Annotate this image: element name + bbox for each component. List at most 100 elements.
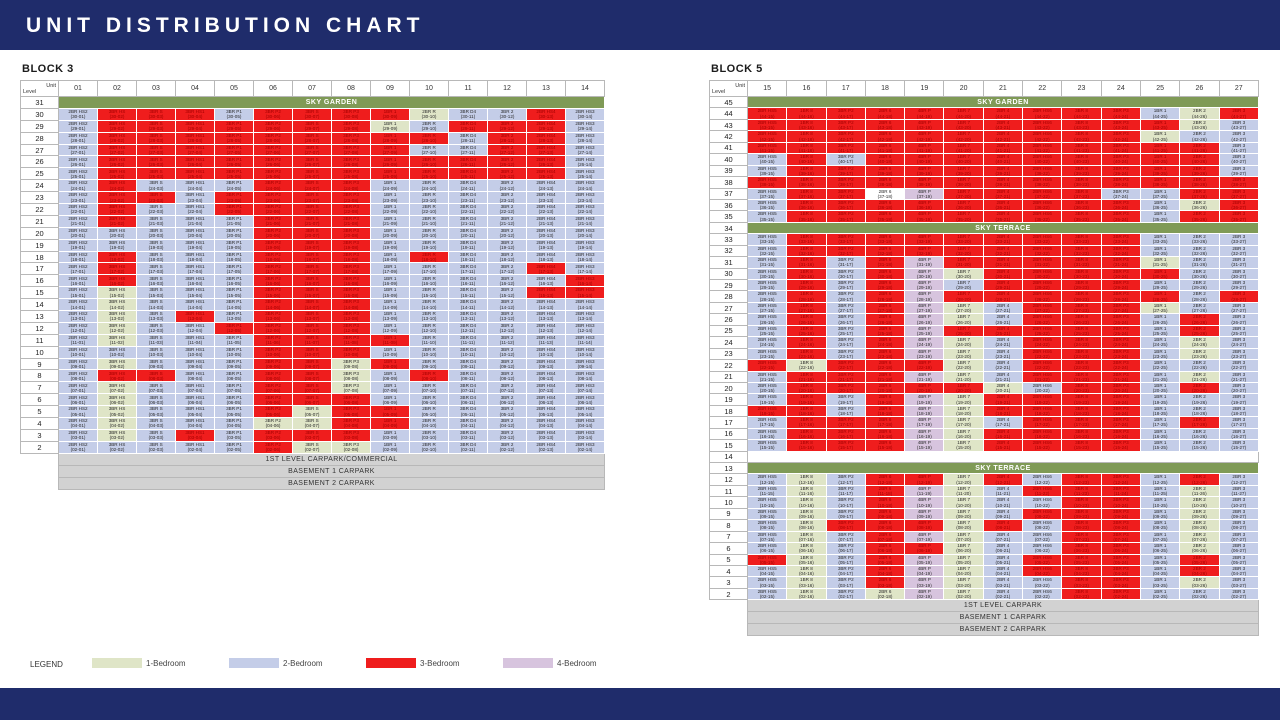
unit-cell: 2BR HS6 (28-22) (1022, 290, 1063, 303)
level-number: 13 (20, 310, 59, 323)
unit-cell: 2BR HS4 (13-13) (526, 310, 566, 323)
unit-cell: 2BR 4 (09-21) (982, 507, 1024, 521)
unit-cell: 3BR P2 (25-06) (253, 167, 293, 181)
unit-cell: 3BR S (23-07) (292, 191, 332, 205)
unit-cell: 4BR P (38-19) (904, 176, 945, 189)
unit-cell: 3BR P3 (09-08) (331, 357, 371, 371)
unit-cell: 3BR 8 (38-23) (1061, 176, 1102, 189)
unit-cell: 3BR HS1 (06-04) (175, 393, 215, 407)
unit-cell: 2BR HS2 (05-01) (58, 405, 98, 419)
unit-cell: 3BR P2 (20-17) (825, 381, 866, 395)
unit-cell: 4BR P (40-19) (904, 153, 945, 166)
unit-cell: 3BR D4 (28-11) (448, 131, 488, 145)
unit-cell: 3BR D4 (14-11) (448, 298, 488, 312)
unit-cell: 2BR HS4 (04-13) (526, 417, 566, 430)
unit-cell: 3BR D4 (22-11) (448, 203, 488, 216)
unit-cell: 4BR P (10-19) (904, 496, 945, 509)
unit-cell: 3BR P2 (31-17) (825, 256, 866, 269)
unit-cell: 2BR HS6 (10-22) (1022, 496, 1063, 509)
unit-cell: 3BR HS1 (08-04) (175, 369, 215, 383)
unit-cell: 3BR 8 (07-23) (1061, 530, 1102, 544)
unit-cell: 1BR 1 (27-09) (370, 143, 410, 157)
unit-cell: 2BR R (30-10) (409, 107, 449, 121)
level-row: 45 SKY GARDEN (709, 95, 1259, 109)
unit-cell: 3BR P1 (07-05) (214, 381, 254, 395)
unit-cell: 3BR HS (16-02) (97, 274, 137, 288)
level-row: 26 2BR HS2 (26-01) 3BR HS (26-02) 3BR S (26-03… (20, 155, 605, 169)
unit-cell: 3BR P3 (30-24) (1100, 267, 1141, 281)
unit-cell: 2BR 2 (24-26) (1179, 336, 1220, 349)
floor-band: SKY GARDEN (747, 95, 1259, 109)
level-row: 5 2BR HS5 (05-15) 1BR 8 (05-16) 3BR P2 (05-17)… (709, 553, 1260, 566)
unit-cell: 3BR 2 (18-12) (487, 250, 527, 264)
unit-cell: 2BR 2 (30-26) (1179, 267, 1220, 281)
unit-cell: 1BR 7 (27-20) (943, 301, 984, 315)
unit-cell: 1BR 8 (18-16) (786, 404, 827, 418)
unit-cell: 4BR P (21-19) (904, 370, 945, 383)
unit-cell: 3BR P2 (07-06) (253, 381, 293, 395)
band-spacer (21, 465, 59, 477)
unit-cell: 4BR P (17-19) (904, 416, 945, 429)
unit-cell: 1BR 8 (29-16) (786, 278, 827, 292)
unit-cell: 3BR HS (03-02) (97, 428, 137, 442)
unit-cell: 4BR P (44-19) (904, 107, 945, 120)
unit-cell: 3BR P3 (19-08) (331, 238, 371, 252)
unit-cell: 3BR 2 (13-12) (487, 310, 527, 323)
unit-cell: 1BR 8 (07-16) (786, 530, 827, 544)
unit-cell: 3BR 2 (23-12) (487, 191, 527, 205)
level-number: 18 (20, 250, 59, 264)
unit-cell: 1BR 7 (06-20) (943, 542, 984, 555)
unit-cell: 3BR P2 (06-17) (825, 542, 866, 555)
unit-cell: 3BR P3 (35-24) (1100, 210, 1141, 223)
unit-cell: 2BR HS5 (07-15) (746, 530, 788, 544)
unit-cell: 2BR 6 (39-18) (864, 164, 906, 178)
unit-cell: 2BR 4 (33-21) (982, 233, 1024, 246)
unit-cell: 3BR 2 (14-12) (487, 298, 527, 312)
unit-cell: 3BR HS1 (13-04) (175, 310, 215, 323)
unit-cell: 2BR 2 (18-26) (1179, 404, 1220, 418)
level-row: 25 2BR HS2 (25-01) 3BR HS (25-02) 3BR S (25-03… (20, 167, 605, 181)
unit-cell: 3BR P3 (44-24) (1100, 107, 1141, 120)
unit-cell: 1BR 1 (19-25) (1139, 393, 1181, 406)
unit-cell: 2BR 2 (23-26) (1179, 347, 1220, 361)
unit-cell: 3BR S (20-07) (292, 226, 332, 240)
unit-cell: 2BR HS2 (25-01) (58, 167, 98, 181)
unit-cell: 4BR P (06-19) (904, 542, 945, 555)
unit-cell: 2BR 3 (05-27) (1218, 553, 1260, 566)
unit-cell: 2BR 6 (02-18) (864, 587, 906, 601)
unit-cell: 2BR HS5 (16-15) (746, 427, 788, 441)
unit-cell: 2BR 3 (36-27) (1218, 198, 1260, 212)
unit-cell: 1BR 1 (10-25) (1139, 496, 1181, 509)
unit-cell: 1BR 7 (08-20) (943, 519, 984, 532)
unit-cell: 2BR HS5 (37-15) (746, 187, 788, 200)
unit-cell: 2BR 3 (30-27) (1218, 267, 1260, 281)
unit-cell: 3BR 2 (25-12) (487, 167, 527, 181)
unit-cell: 4BR P (43-19) (904, 118, 945, 132)
unit-cell: 3BR 2 (30-12) (487, 107, 527, 121)
unit-cell: 2BR 4 (40-21) (982, 153, 1024, 166)
unit-cell: 2BR 4 (26-21) (982, 313, 1024, 326)
unit-cell: 2BR HS6 (17-22) (1022, 416, 1063, 429)
unit-cell: 2BR 3 (24-27) (1218, 336, 1260, 349)
level-number: 38 (709, 176, 748, 189)
unit-cell: 2BR 6 (11-18) (864, 484, 906, 498)
unit-cell: 2BR 6 (31-18) (864, 256, 906, 269)
unit-cell: 1BR 1 (21-25) (1139, 370, 1181, 383)
unit-cell: 3BR P1 (05-05) (214, 405, 254, 419)
unit-cell: 2BR HS5 (30-15) (746, 267, 788, 281)
unit-cell: 3BR P3 (03-08) (331, 428, 371, 442)
unit-cell: 2BR 4 (24-21) (982, 336, 1024, 349)
unit-cell: 3BR P2 (05-06) (253, 405, 293, 419)
unit-cell: 3BR P2 (09-06) (253, 357, 293, 371)
unit-cell: 2BR HS6 (08-22) (1022, 519, 1063, 532)
unit-cell: 1BR 7 (42-20) (943, 130, 984, 143)
unit-cell: 3BR 8 (40-23) (1061, 153, 1102, 166)
unit-cell: 3BR HS (29-02) (97, 119, 137, 133)
unit-cell: 3BR P3 (13-08) (331, 310, 371, 323)
unit-cell: 2BR HS2 (07-01) (58, 381, 98, 395)
unit-cell: 3BR P3 (20-24) (1100, 381, 1141, 395)
unit-cell: 3BR P2 (39-17) (825, 164, 866, 178)
unit-cell: 3BR D4 (06-11) (448, 393, 488, 407)
unit-cell: 1BR 1 (03-09) (370, 428, 410, 442)
unit-cell: 2BR R (17-10) (409, 262, 449, 276)
